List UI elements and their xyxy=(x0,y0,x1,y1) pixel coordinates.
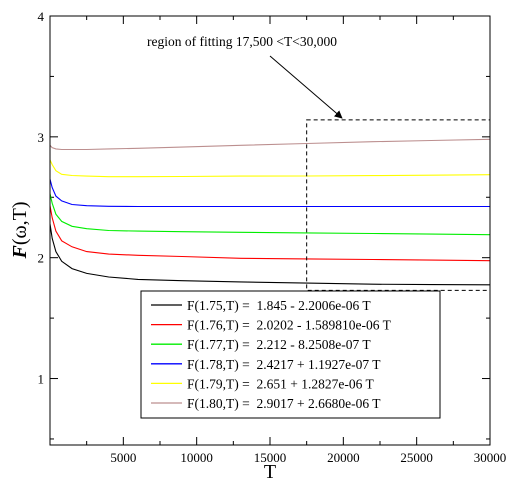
fitting-region-box xyxy=(306,119,491,291)
x-axis-label: T xyxy=(264,461,276,483)
tick-labels: 5000 10000 15000 20000 25000 30000 1 2 3 4 xyxy=(38,9,507,465)
annotation-text: region of fitting 17,500 <T<30,000 xyxy=(147,34,337,49)
legend-label-5: F(1.79,T) = 2.651 + 1.2827e-06 T xyxy=(187,376,374,391)
y-axis-label: F(ω,T) xyxy=(9,201,31,259)
x-tick-label: 20000 xyxy=(327,450,360,465)
y-tick-label: 1 xyxy=(38,372,45,387)
x-tick-label: 25000 xyxy=(400,450,433,465)
x-tick-label: 10000 xyxy=(180,450,213,465)
y-tick-label: 2 xyxy=(38,251,45,266)
legend-box xyxy=(140,290,441,419)
series-line-6 xyxy=(50,138,490,151)
y-axis-label-rest: (ω,T) xyxy=(9,201,31,245)
legend: F(1.75,T) = 1.845 - 2.2006e-06 T F(1.76,T… xyxy=(140,290,441,419)
x-tick-label: 5000 xyxy=(110,450,136,465)
y-axis-label-main: F xyxy=(9,245,31,260)
annotation-arrow xyxy=(269,55,343,119)
y-tick-label: 3 xyxy=(38,130,45,145)
series-layer xyxy=(50,138,490,286)
legend-label-3: F(1.77,T) = 2.212 - 8.2508e-07 T xyxy=(187,337,371,352)
legend-label-2: F(1.76,T) = 2.0202 - 1.589810e-06 T xyxy=(187,318,392,333)
legend-label-6: F(1.80,T) = 2.9017 + 2.6680e-06 T xyxy=(187,396,381,411)
series-line-5 xyxy=(50,159,490,178)
annotation-layer: region of fitting 17,500 <T<30,000 xyxy=(147,34,491,291)
legend-label-4: F(1.78,T) = 2.4217 + 1.1927e-07 T xyxy=(187,357,381,372)
series-line-4 xyxy=(50,178,490,208)
x-tick-label: 30000 xyxy=(474,450,507,465)
series-line-1 xyxy=(50,223,490,286)
legend-label-1: F(1.75,T) = 1.845 - 2.2006e-06 T xyxy=(187,298,371,313)
y-tick-label: 4 xyxy=(38,9,45,24)
series-line-2 xyxy=(50,205,490,262)
plot-frame xyxy=(49,15,491,446)
series-line-3 xyxy=(50,193,490,236)
x-tick-label: 15000 xyxy=(254,450,287,465)
